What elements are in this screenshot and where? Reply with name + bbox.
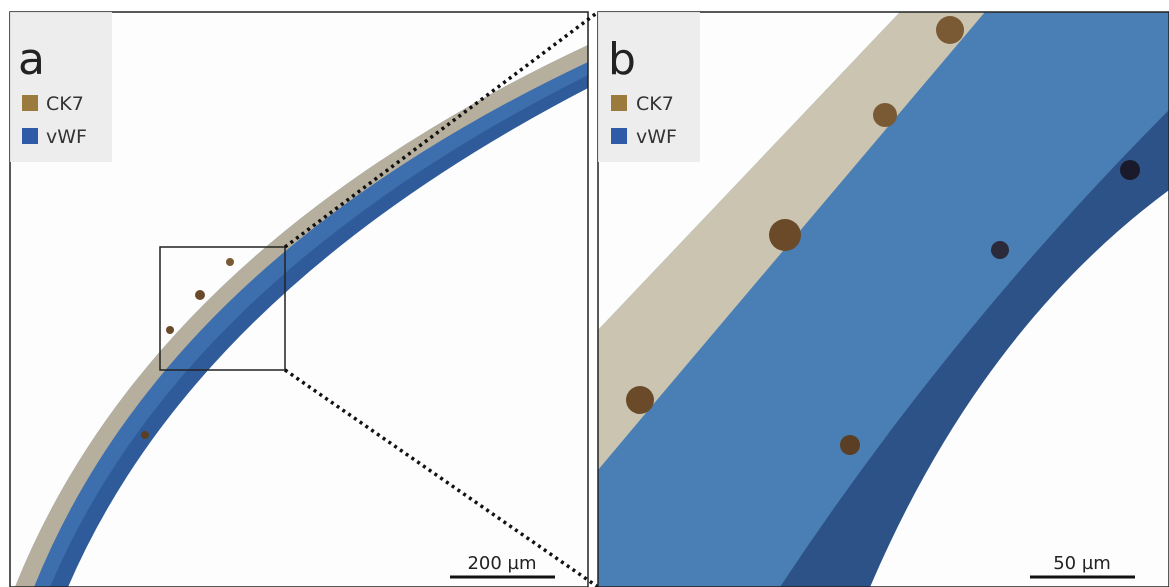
- legend-label: CK7: [636, 93, 674, 115]
- panel-label: b: [608, 34, 636, 85]
- legend-swatch: [611, 128, 627, 144]
- scale-bar-label: 200 µm: [467, 553, 536, 574]
- legend-swatch: [22, 95, 38, 111]
- legend-swatch: [22, 128, 38, 144]
- legend-label: vWF: [46, 126, 87, 148]
- legend-label: vWF: [636, 126, 677, 148]
- panel-label: a: [18, 34, 45, 85]
- legend-label: CK7: [46, 93, 84, 115]
- legend-swatch: [611, 95, 627, 111]
- scale-bar-label: 50 µm: [1053, 553, 1111, 574]
